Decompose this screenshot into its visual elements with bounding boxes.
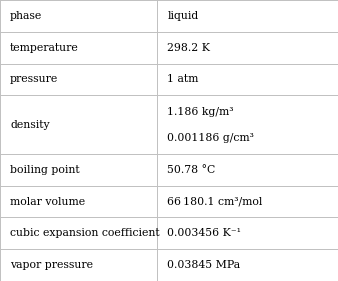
Text: cubic expansion coefficient: cubic expansion coefficient [10, 228, 160, 238]
Text: pressure: pressure [10, 74, 58, 84]
Text: temperature: temperature [10, 43, 79, 53]
Text: 1.186 kg/m³: 1.186 kg/m³ [167, 107, 234, 117]
Text: 1 atm: 1 atm [167, 74, 199, 84]
Text: liquid: liquid [167, 11, 198, 21]
Text: 298.2 K: 298.2 K [167, 43, 210, 53]
Text: molar volume: molar volume [10, 197, 85, 207]
Text: 66 180.1 cm³/mol: 66 180.1 cm³/mol [167, 197, 263, 207]
Text: 50.78 °C: 50.78 °C [167, 165, 216, 175]
Text: vapor pressure: vapor pressure [10, 260, 93, 270]
Text: 0.001186 g/cm³: 0.001186 g/cm³ [167, 133, 254, 142]
Text: 0.003456 K⁻¹: 0.003456 K⁻¹ [167, 228, 241, 238]
Text: phase: phase [10, 11, 42, 21]
Text: 0.03845 MPa: 0.03845 MPa [167, 260, 240, 270]
Text: density: density [10, 120, 50, 130]
Text: boiling point: boiling point [10, 165, 80, 175]
